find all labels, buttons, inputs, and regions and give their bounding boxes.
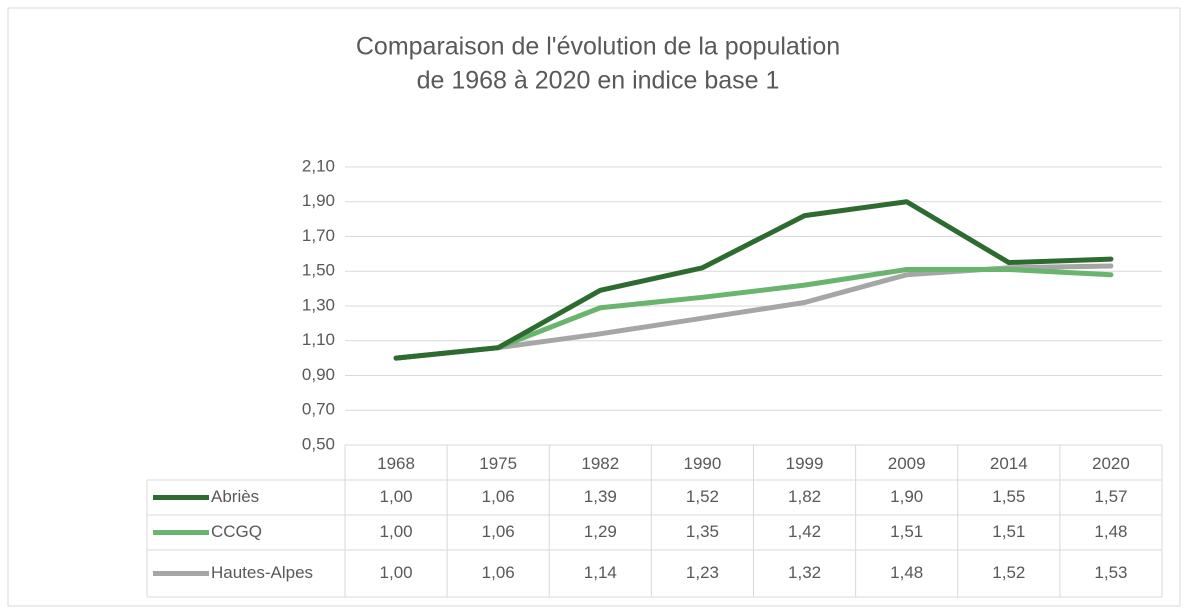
table-value: 1,55	[992, 487, 1025, 506]
table-value: 1,00	[380, 522, 413, 541]
legend-label: CCGQ	[211, 522, 262, 541]
table-value: 1,90	[890, 487, 923, 506]
x-tick-label: 1990	[684, 454, 722, 473]
x-tick-label: 2014	[990, 454, 1028, 473]
x-tick-label: 1982	[581, 454, 619, 473]
table-value: 1,29	[584, 522, 617, 541]
series-line	[393, 267, 1114, 361]
series-line	[393, 199, 1114, 361]
y-tick-label: 1,10	[302, 330, 335, 349]
legend-label: Hautes-Alpes	[211, 563, 313, 582]
table-value: 1,51	[992, 522, 1025, 541]
table-value: 1,06	[482, 487, 515, 506]
table-value: 1,42	[788, 522, 821, 541]
chart-title: Comparaison de l'évolution de la populat…	[356, 33, 840, 61]
x-tick-label: 1975	[479, 454, 517, 473]
table-value: 1,53	[1094, 563, 1127, 582]
table-value: 1,52	[992, 563, 1025, 582]
y-tick-label: 0,70	[302, 400, 335, 419]
table-value: 1,00	[380, 563, 413, 582]
chart-subtitle: de 1968 à 2020 en indice base 1	[417, 67, 780, 95]
table-value: 1,52	[686, 487, 719, 506]
table-value: 1,48	[890, 563, 923, 582]
table-value: 1,82	[788, 487, 821, 506]
table-value: 1,23	[686, 563, 719, 582]
x-tick-label: 2020	[1092, 454, 1130, 473]
x-tick-label: 2009	[888, 454, 926, 473]
table-value: 1,48	[1094, 522, 1127, 541]
table-value: 1,00	[380, 487, 413, 506]
table-value: 1,14	[584, 563, 617, 582]
y-tick-label: 1,50	[302, 261, 335, 280]
y-tick-label: 1,30	[302, 295, 335, 314]
y-tick-label: 1,70	[302, 226, 335, 245]
y-tick-label: 0,90	[302, 365, 335, 384]
x-tick-label: 1999	[786, 454, 824, 473]
chart-border	[7, 7, 1181, 607]
y-tick-label: 1,90	[302, 191, 335, 210]
x-tick-label: 1968	[377, 454, 415, 473]
table-value: 1,51	[890, 522, 923, 541]
table-value: 1,39	[584, 487, 617, 506]
table-value: 1,06	[482, 522, 515, 541]
table-value: 1,35	[686, 522, 719, 541]
table-value: 1,32	[788, 563, 821, 582]
table-value: 1,06	[482, 563, 515, 582]
table-value: 1,57	[1094, 487, 1127, 506]
y-tick-label: 2,10	[302, 156, 335, 175]
legend-label: Abriès	[211, 487, 259, 506]
y-tick-label: 0,50	[302, 434, 335, 453]
